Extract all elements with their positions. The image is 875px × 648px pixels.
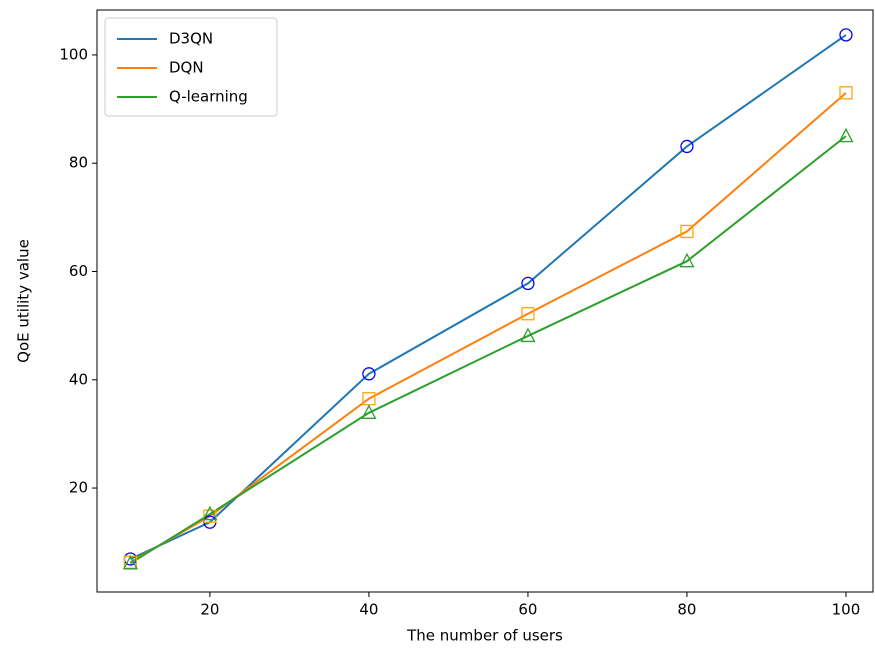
y-tick-label: 40 [69,370,88,388]
x-tick-label: 40 [359,601,378,619]
marker [202,505,218,521]
legend-label: DQN [169,59,204,77]
x-tick-label: 100 [832,601,861,619]
marker [521,307,535,321]
plot-frame [96,9,874,593]
y-axis-label: QoE utility value [15,239,33,363]
series-line [129,34,847,560]
marker [521,276,535,291]
legend-box [104,17,278,117]
marker [122,554,138,570]
y-tick-label: 80 [69,154,88,172]
y-tick-label: 60 [69,262,88,280]
series-line [129,92,847,564]
marker [520,327,536,343]
legend-label: Q-learning [169,88,248,106]
marker [838,127,854,143]
y-tick-label: 100 [59,45,88,63]
series-line [129,135,847,565]
marker [679,252,695,268]
y-tick-label: 20 [69,479,88,497]
x-tick-label: 60 [518,601,537,619]
marker [361,404,377,419]
marker [680,224,694,239]
marker [362,367,376,381]
marker [203,509,217,523]
x-axis-label: The number of users [406,627,563,645]
marker [680,139,694,154]
x-tick-label: 20 [200,601,219,619]
marker [839,28,853,42]
x-tick-label: 80 [677,601,696,619]
marker [839,86,853,100]
legend-label: D3QN [169,30,213,48]
